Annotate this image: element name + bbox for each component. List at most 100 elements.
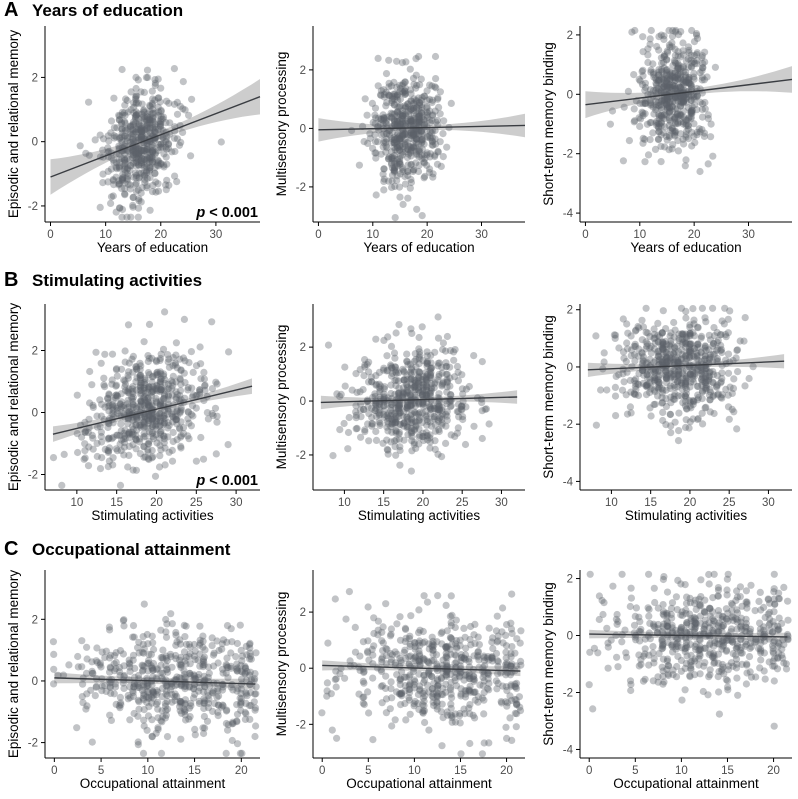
data-point bbox=[376, 385, 384, 393]
data-point bbox=[324, 639, 332, 647]
data-point bbox=[681, 686, 689, 694]
data-point bbox=[428, 82, 436, 90]
data-point bbox=[332, 683, 340, 691]
data-point bbox=[432, 75, 440, 83]
data-point bbox=[143, 139, 151, 148]
data-point bbox=[144, 448, 152, 456]
data-point bbox=[160, 163, 168, 171]
data-point bbox=[654, 78, 662, 86]
data-point bbox=[126, 181, 134, 189]
data-point bbox=[148, 416, 156, 424]
data-point bbox=[176, 374, 184, 382]
data-point bbox=[379, 120, 387, 128]
data-point bbox=[663, 101, 671, 109]
row-c-letter: C bbox=[4, 538, 19, 560]
data-point bbox=[232, 665, 241, 673]
data-point bbox=[424, 133, 432, 141]
data-point bbox=[431, 107, 439, 115]
data-point bbox=[127, 106, 135, 114]
data-point bbox=[624, 329, 632, 337]
data-point bbox=[132, 414, 141, 422]
data-point bbox=[665, 41, 674, 49]
data-point bbox=[385, 83, 393, 91]
data-point bbox=[109, 156, 117, 164]
data-point bbox=[172, 416, 180, 424]
data-point bbox=[132, 171, 140, 180]
data-point bbox=[471, 620, 479, 629]
data-point bbox=[146, 164, 154, 172]
data-point bbox=[687, 87, 696, 95]
data-point bbox=[666, 70, 674, 78]
data-point bbox=[404, 131, 412, 139]
data-point bbox=[112, 159, 120, 167]
data-point bbox=[755, 597, 763, 606]
data-point bbox=[643, 381, 651, 389]
data-point bbox=[657, 131, 665, 139]
data-point bbox=[446, 403, 454, 411]
data-point bbox=[407, 178, 415, 187]
data-point bbox=[431, 152, 439, 161]
data-point bbox=[115, 163, 123, 171]
data-point bbox=[177, 406, 185, 414]
data-point bbox=[718, 317, 726, 325]
data-point bbox=[179, 424, 188, 432]
data-point bbox=[665, 104, 674, 112]
data-point bbox=[106, 664, 115, 672]
data-point bbox=[679, 62, 688, 70]
data-point bbox=[407, 397, 415, 405]
data-point bbox=[154, 725, 162, 734]
data-point bbox=[138, 184, 146, 192]
data-point bbox=[671, 69, 679, 77]
data-point bbox=[689, 305, 697, 313]
data-point bbox=[660, 111, 668, 119]
regression-line bbox=[50, 96, 261, 178]
x-tick-label: 0 bbox=[47, 229, 53, 241]
data-point bbox=[700, 129, 709, 137]
data-point bbox=[665, 146, 673, 154]
data-point bbox=[143, 122, 151, 130]
data-point bbox=[784, 597, 792, 605]
data-point bbox=[112, 133, 120, 141]
data-point bbox=[148, 188, 157, 196]
data-point bbox=[157, 140, 165, 148]
data-point bbox=[137, 390, 145, 398]
data-point bbox=[394, 96, 402, 104]
data-point bbox=[641, 86, 649, 94]
data-point bbox=[385, 92, 393, 100]
data-point bbox=[665, 26, 673, 35]
data-point bbox=[592, 332, 600, 340]
data-point bbox=[480, 696, 488, 704]
data-point bbox=[237, 685, 245, 693]
data-point bbox=[146, 154, 154, 162]
data-point bbox=[173, 135, 181, 143]
data-point bbox=[203, 409, 211, 417]
data-point bbox=[129, 401, 137, 409]
data-point bbox=[383, 352, 391, 360]
data-point bbox=[401, 141, 409, 149]
data-point bbox=[423, 352, 431, 360]
data-point bbox=[351, 623, 359, 632]
data-point bbox=[384, 427, 392, 435]
data-point bbox=[146, 107, 154, 115]
data-point bbox=[132, 108, 140, 116]
data-point bbox=[669, 98, 677, 106]
data-point bbox=[173, 436, 181, 444]
data-point bbox=[113, 447, 121, 455]
x-tick-label: 10 bbox=[70, 497, 83, 509]
data-point bbox=[401, 102, 409, 110]
data-point bbox=[401, 104, 409, 112]
data-point bbox=[399, 200, 407, 208]
data-point bbox=[687, 96, 695, 104]
data-point bbox=[404, 100, 412, 108]
data-point bbox=[157, 383, 165, 391]
data-point bbox=[385, 56, 393, 64]
data-point bbox=[613, 610, 621, 619]
data-point bbox=[469, 711, 477, 720]
data-point bbox=[133, 374, 141, 382]
data-point bbox=[99, 146, 107, 154]
data-point bbox=[141, 389, 150, 397]
data-point bbox=[682, 156, 690, 164]
data-point bbox=[687, 96, 695, 104]
data-point bbox=[416, 685, 424, 693]
